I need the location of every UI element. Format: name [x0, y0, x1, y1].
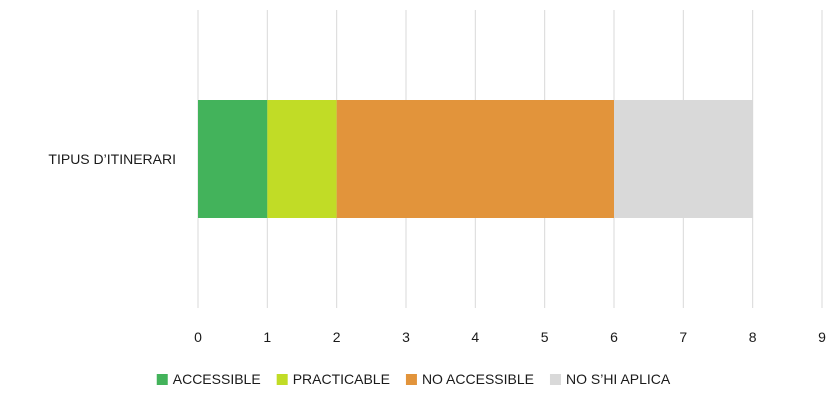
- legend-item: NO S’HI APLICA: [549, 371, 671, 387]
- legend-item: PRACTICABLE: [276, 371, 390, 387]
- bar-segment-accessible: [198, 100, 268, 218]
- x-tick-label-1: 1: [263, 329, 271, 345]
- legend: ACCESSIBLE PRACTICABLE NO ACCESSIBLE NO S’H…: [156, 371, 671, 387]
- legend-swatch: [549, 374, 561, 385]
- x-tick-label-6: 6: [610, 329, 618, 345]
- legend-item: ACCESSIBLE: [156, 371, 261, 387]
- legend-item: NO ACCESSIBLE: [405, 371, 534, 387]
- legend-label: NO ACCESSIBLE: [422, 371, 534, 387]
- x-tick-label-7: 7: [679, 329, 687, 345]
- x-tick-label-2: 2: [333, 329, 341, 345]
- bar-segment-no-accessible: [336, 100, 614, 218]
- bar-segment-no-s-hi-aplica: [614, 100, 753, 218]
- category-label: TIPUS D’ITINERARI: [48, 151, 176, 167]
- legend-label: ACCESSIBLE: [173, 371, 261, 387]
- legend-label: PRACTICABLE: [293, 371, 390, 387]
- x-axis-ticks: 0 1 2 3 4 5 6 7 8 9: [194, 329, 826, 345]
- legend-swatch: [276, 374, 288, 385]
- x-tick-label-4: 4: [471, 329, 479, 345]
- bars: [198, 100, 753, 218]
- bar-segment-practicable: [267, 100, 337, 218]
- x-tick-label-9: 9: [818, 329, 826, 345]
- x-tick-label-8: 8: [749, 329, 757, 345]
- legend-label: NO S’HI APLICA: [566, 371, 671, 387]
- category-labels: TIPUS D’ITINERARI: [48, 151, 176, 167]
- x-tick-label-0: 0: [194, 329, 202, 345]
- legend-swatch: [405, 374, 417, 385]
- x-tick-label-3: 3: [402, 329, 410, 345]
- x-tick-label-5: 5: [541, 329, 549, 345]
- legend-swatch: [156, 374, 168, 385]
